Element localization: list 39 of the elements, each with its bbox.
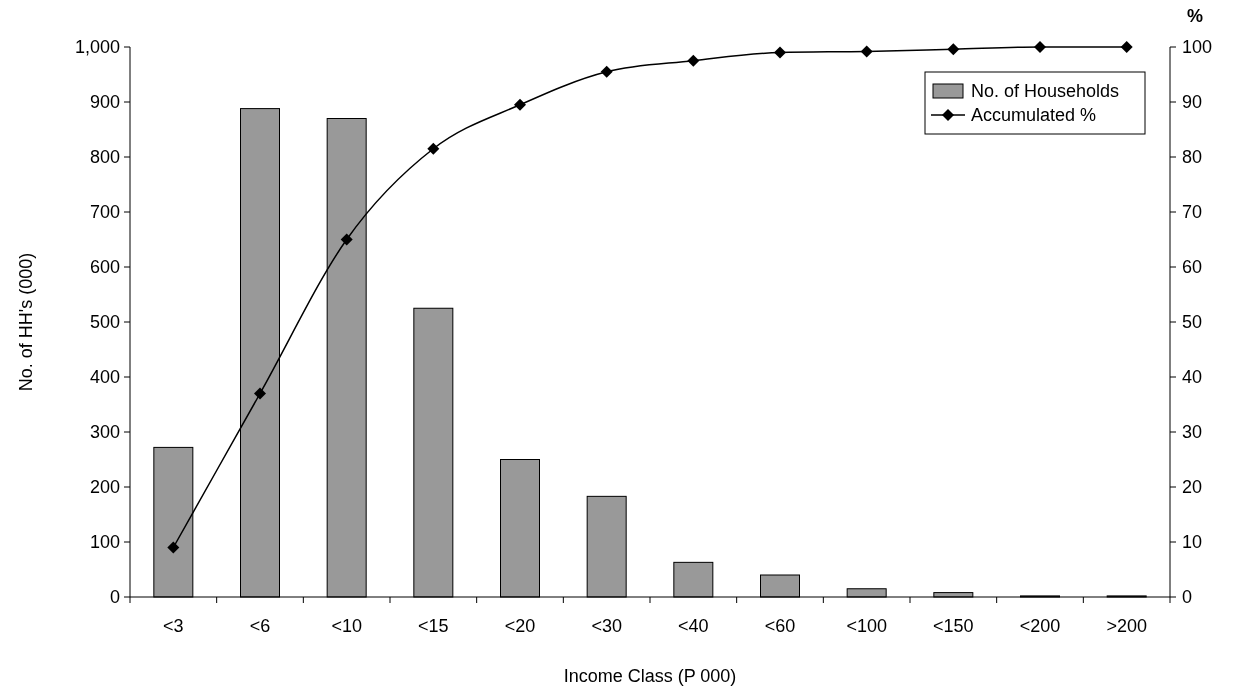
y2-tick-label: 50 xyxy=(1182,312,1203,333)
y2-axis-title: % xyxy=(1186,6,1204,26)
y2-tick-label: 100 xyxy=(1182,37,1213,58)
x-axis-title: Income Class (P 000) xyxy=(563,666,737,686)
legend-label: No. of Households xyxy=(971,81,1120,101)
x-tick-label: <150 xyxy=(933,616,974,636)
y2-tick-label: 70 xyxy=(1182,202,1203,223)
x-tick-label: <60 xyxy=(764,616,796,636)
y-tick-label: 400 xyxy=(89,367,120,388)
y-tick-label: 900 xyxy=(89,92,120,113)
y2-tick-label: 90 xyxy=(1182,92,1203,113)
y2-tick-label: 0 xyxy=(1182,587,1193,608)
y-axis-title: No. of HH's (000) xyxy=(16,252,36,392)
x-tick-label: <100 xyxy=(846,616,887,636)
y2-tick-label: 80 xyxy=(1182,147,1203,168)
y-tick-label: 200 xyxy=(89,477,120,498)
y-tick-label: 0 xyxy=(109,587,120,608)
y-tick-label: 300 xyxy=(89,422,120,443)
y-tick-label: 1,000 xyxy=(74,37,120,58)
y2-tick-label: 60 xyxy=(1182,257,1203,278)
y2-tick-label: 20 xyxy=(1182,477,1203,498)
y-tick-label: 100 xyxy=(89,532,120,553)
y-tick-label: 700 xyxy=(89,202,120,223)
x-tick-label: <30 xyxy=(591,616,622,636)
x-tick-label: <20 xyxy=(504,616,536,636)
x-tick-label: <200 xyxy=(1019,616,1061,636)
x-tick-label: <15 xyxy=(418,616,449,636)
y-tick-label: 800 xyxy=(89,147,120,168)
y2-tick-label: 30 xyxy=(1182,422,1203,443)
x-tick-label: <6 xyxy=(249,616,271,636)
x-tick-label: <10 xyxy=(331,616,362,636)
y2-tick-label: 40 xyxy=(1182,367,1203,388)
x-tick-label: >200 xyxy=(1106,616,1147,636)
y2-tick-label: 10 xyxy=(1182,532,1203,553)
y-tick-label: 500 xyxy=(89,312,120,333)
legend-label: Accumulated % xyxy=(971,105,1097,125)
x-tick-label: <40 xyxy=(678,616,709,636)
x-tick-label: <3 xyxy=(163,616,184,636)
y-tick-label: 600 xyxy=(89,257,120,278)
